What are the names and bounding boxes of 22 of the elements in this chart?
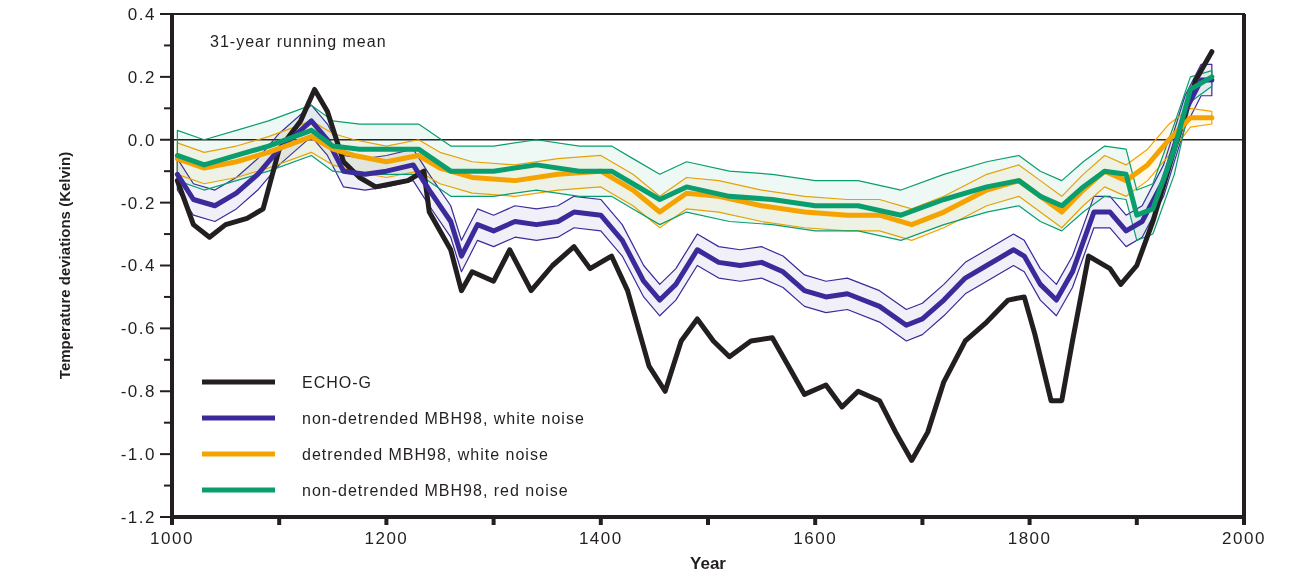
y-tick-label: -0.8 — [120, 382, 156, 402]
y-tick-label: 0.4 — [127, 4, 156, 24]
y-tick-label: -0.2 — [120, 193, 156, 213]
y-tick-label: -1.2 — [120, 507, 156, 527]
y-axis-title: Temperature deviations (Kelvin) — [56, 151, 73, 380]
y-tick-label: 0.0 — [127, 130, 156, 150]
x-axis-title: Year — [690, 554, 727, 573]
y-tick-label: -1.0 — [120, 445, 156, 465]
y-tick-label: -0.6 — [120, 319, 156, 339]
x-tick-label: 1800 — [1007, 529, 1052, 548]
x-tick-label: 1400 — [578, 529, 623, 548]
legend-label: detrended MBH98, white noise — [302, 445, 549, 463]
y-tick-label: -0.4 — [120, 256, 156, 276]
x-tick-label: 1600 — [793, 529, 838, 548]
x-tick-label: 1000 — [150, 529, 194, 548]
legend-label: non-detrended MBH98, red noise — [302, 481, 569, 499]
y-tick-label: 0.2 — [127, 67, 156, 87]
legend-label: non-detrended MBH98, white noise — [302, 409, 585, 427]
x-tick-label: 2000 — [1222, 529, 1266, 548]
annotation: 31-year running mean — [210, 33, 387, 50]
legend-label: ECHO-G — [302, 373, 372, 391]
x-tick-label: 1200 — [364, 529, 409, 548]
